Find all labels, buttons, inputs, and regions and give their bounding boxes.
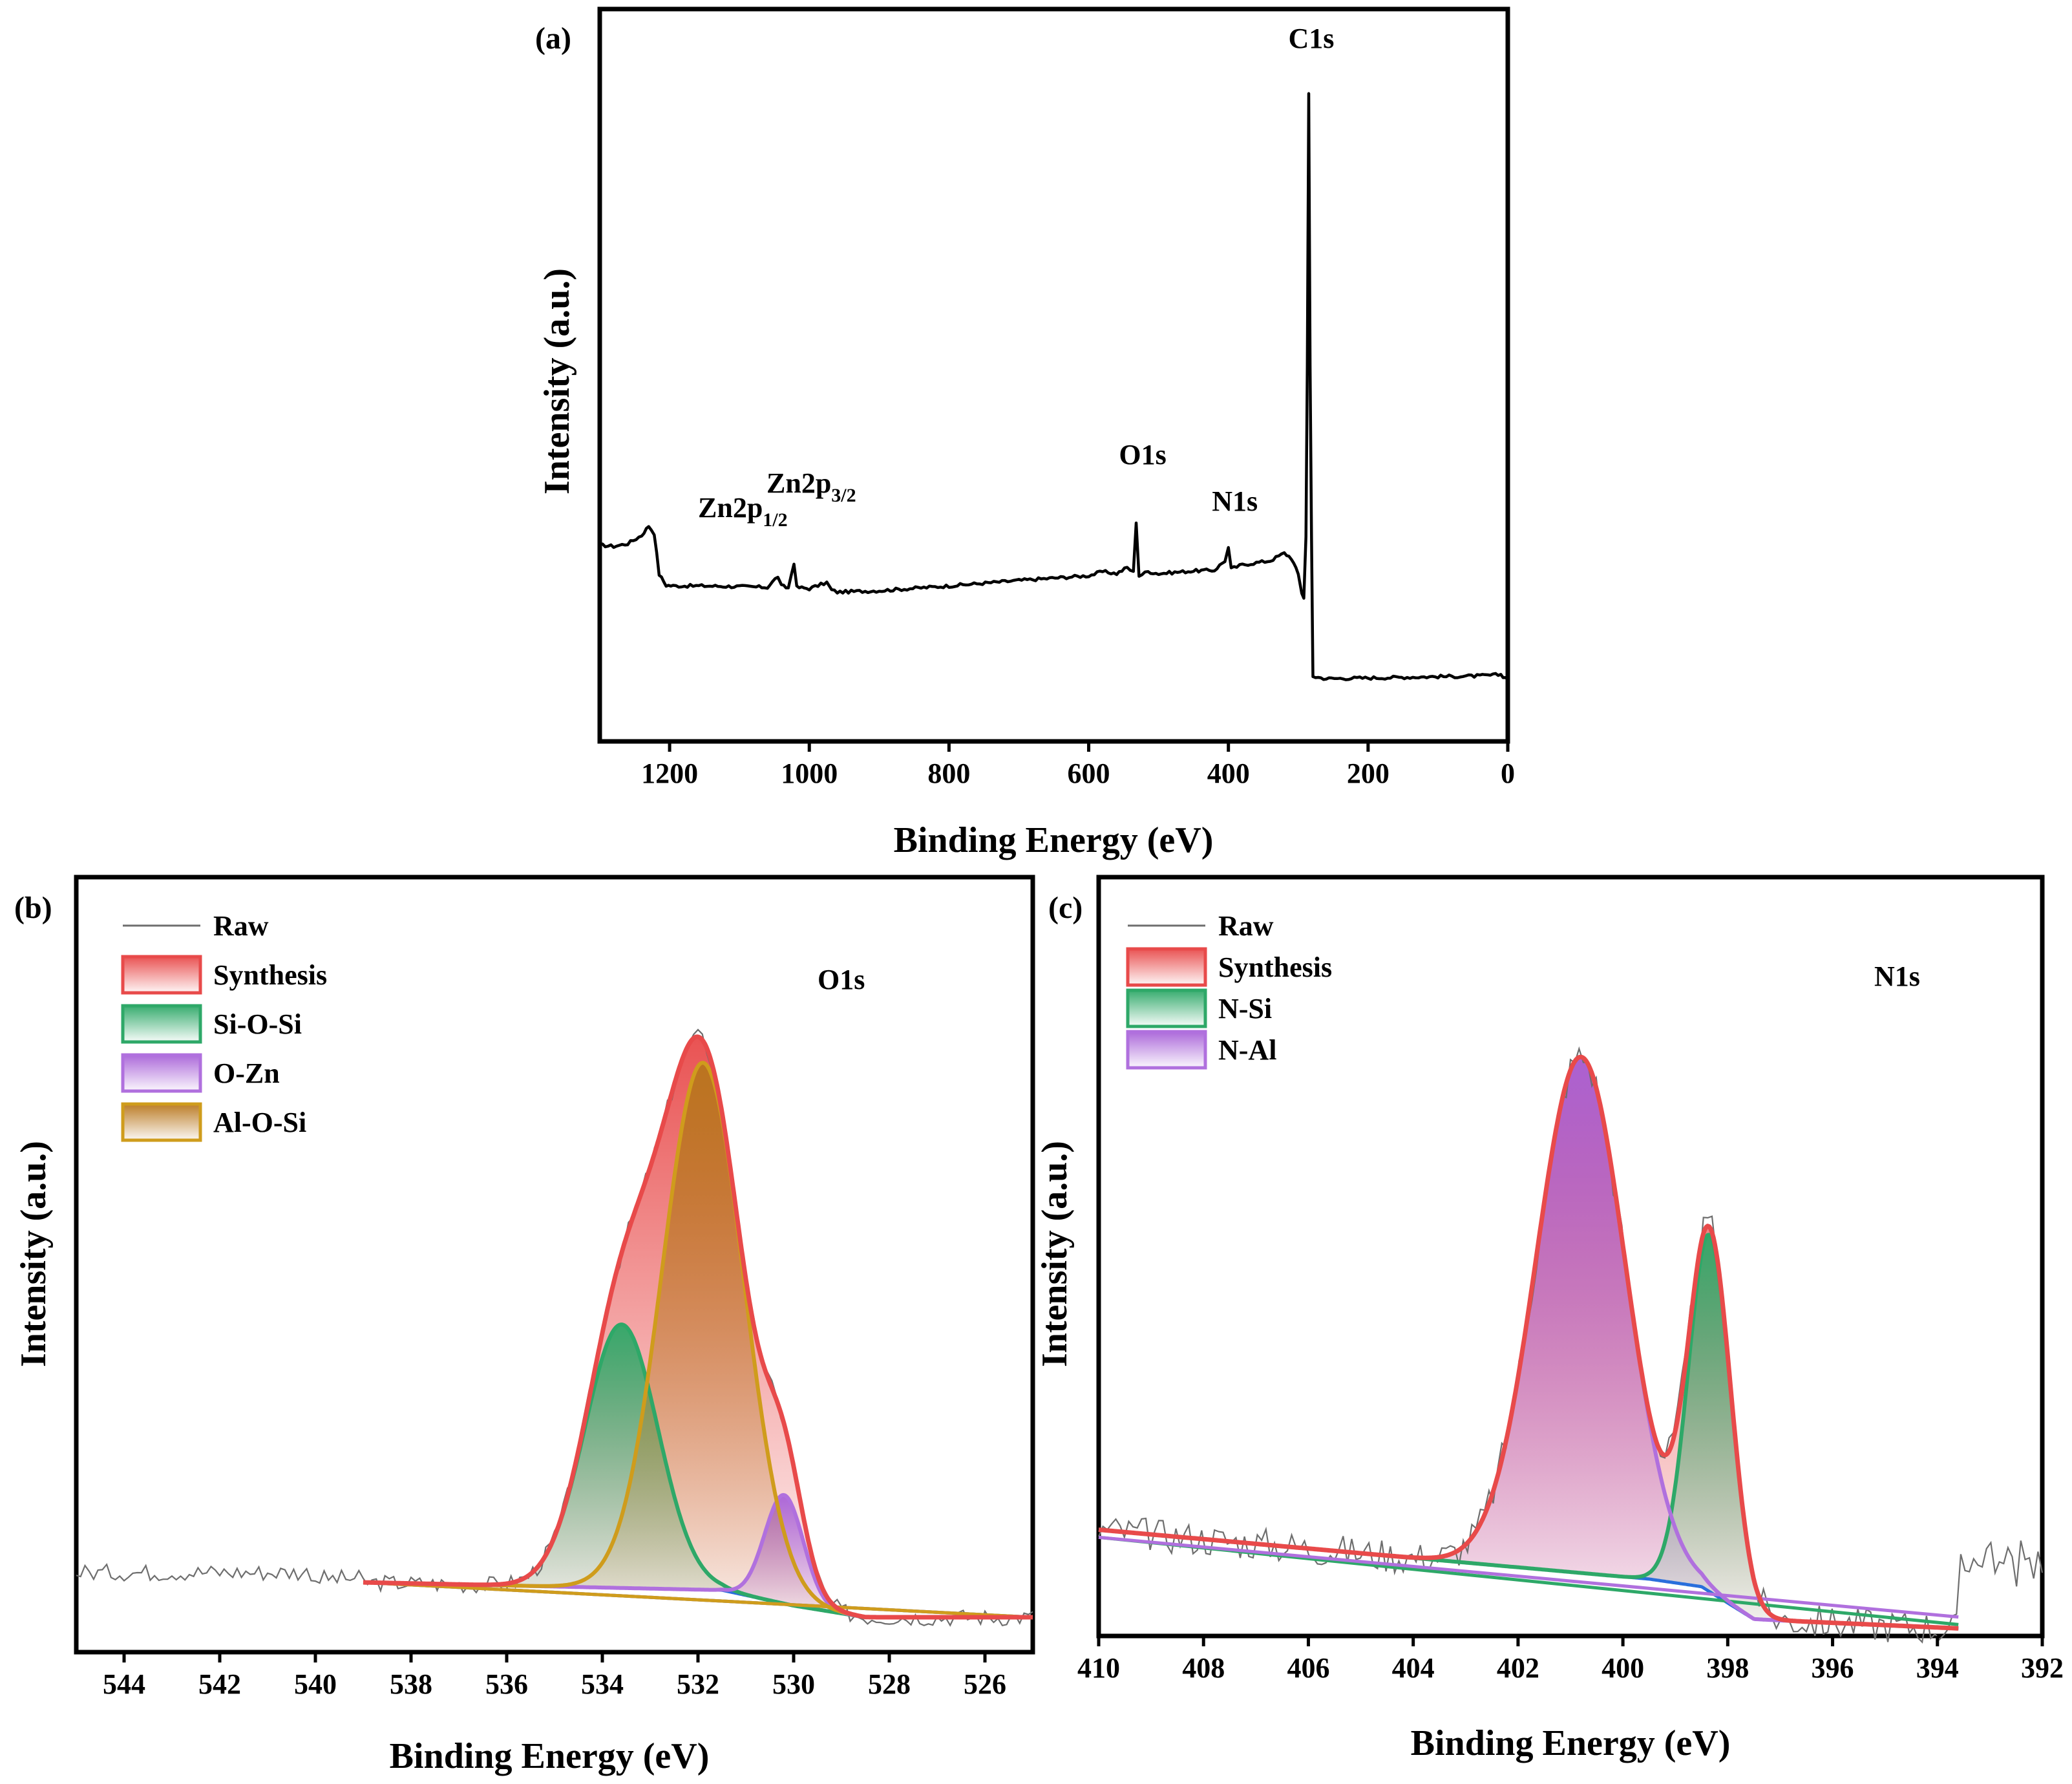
panel-b-x-tick-label: 536	[485, 1668, 528, 1700]
panel-b-x-tick-label: 526	[964, 1668, 1006, 1700]
panel-b-legend-raw-label: Raw	[213, 910, 269, 942]
panel-c-x-tick-label: 410	[1077, 1652, 1120, 1684]
panel-a-label: (a)	[535, 21, 571, 56]
zn2p32-label: Zn2p3/2	[766, 467, 856, 506]
panel-a-survey-line	[599, 92, 1509, 681]
panel-b-frame	[74, 875, 1035, 1655]
panel-c-n-al-baseline	[1098, 1535, 1959, 1619]
panel-b-legend-al-o-si-swatch	[121, 1102, 202, 1142]
panel-c-x-axis-title: Binding Energy (eV)	[1411, 1723, 1731, 1763]
panel-b-legend-synthesis-swatch	[121, 955, 202, 995]
panel-b-series	[76, 1028, 1034, 1627]
panel-b-x-tick-label: 530	[772, 1668, 815, 1700]
panel-c-legend-n-al-swatch	[1126, 1030, 1207, 1070]
panel-a-y-axis-title: Intensity (a.u.)	[537, 268, 577, 494]
panel-c-x-tick-label: 404	[1392, 1652, 1435, 1684]
panel-c-frame	[1096, 875, 2045, 1639]
panel-b-x-axis-title: Binding Energy (eV)	[390, 1736, 710, 1776]
panel-c-series	[1097, 1046, 2044, 1644]
panel-a-x-tick-label: 1000	[781, 758, 838, 789]
c1s-label: C1s	[1289, 23, 1335, 54]
panel-a-x-ticks: 1200 1000 800 600 400 200 0	[641, 741, 1515, 789]
panel-b-legend-o-zn-label: O-Zn	[213, 1057, 280, 1089]
panel-b-x-tick-label: 532	[677, 1668, 719, 1700]
panel-b-x-tick-label: 528	[868, 1668, 911, 1700]
panel-b-al-o-si-fill	[363, 1063, 1033, 1617]
panel-b-y-axis-title: Intensity (a.u.)	[14, 1141, 54, 1367]
panel-c-x-tick-label: 394	[1916, 1652, 1959, 1684]
panel-c-x-tick-label: 392	[2021, 1652, 2064, 1684]
panel-b-al-o-si-baseline	[363, 1580, 1033, 1619]
panel-a-x-axis-title: Binding Energy (eV)	[894, 820, 1214, 860]
panel-c-synthesis-line	[1097, 1054, 1960, 1631]
panel-a-x-tick-label: 600	[1068, 758, 1110, 789]
panel-b-label: (b)	[14, 891, 52, 925]
n1s-label: N1s	[1212, 485, 1258, 517]
panel-b-annotation: O1s	[818, 964, 865, 995]
panel-b-legend-o-zn-swatch	[121, 1053, 202, 1093]
panel-c-annotation: N1s	[1874, 961, 1920, 992]
panel-c-legend-n-al-label: N-Al	[1218, 1034, 1276, 1066]
panel-a-x-tick-label: 800	[927, 758, 970, 789]
panel-b-legend-si-o-si-label: Si-O-Si	[213, 1008, 302, 1040]
panel-c-x-tick-label: 396	[1812, 1652, 1854, 1684]
panel-b-x-tick-label: 544	[103, 1668, 145, 1700]
panel-b-legend-synthesis-label: Synthesis	[213, 959, 327, 991]
panel-b-o1s-spectrum: (b) 544 542 540 538 536 534 532 530 528 526 O1s R…	[14, 875, 1035, 1776]
panel-a-x-tick-label: 0	[1501, 758, 1515, 789]
panel-c-x-tick-label: 408	[1182, 1652, 1225, 1684]
panel-c-legend-n-si-label: N-Si	[1218, 993, 1272, 1025]
panel-b-x-tick-label: 540	[294, 1668, 337, 1700]
panel-a-x-tick-label: 200	[1347, 758, 1390, 789]
o1s-label: O1s	[1119, 439, 1166, 471]
panel-c-y-axis-title: Intensity (a.u.)	[1035, 1141, 1075, 1367]
panel-a-frame	[597, 6, 1510, 744]
panel-b-x-tick-label: 538	[390, 1668, 432, 1700]
panel-a-x-tick-label: 1200	[641, 758, 698, 789]
panel-c-x-tick-label: 406	[1287, 1652, 1329, 1684]
panel-b-x-tick-label: 534	[581, 1668, 624, 1700]
panel-c-label: (c)	[1048, 891, 1083, 925]
panel-c-x-tick-label: 400	[1602, 1652, 1644, 1684]
panel-a-survey-spectrum: (a) 1200 1000 800 600 400 200 0 C1sO1sN1sZn2p1…	[535, 6, 1515, 860]
panel-b-component-fills	[363, 1036, 1033, 1617]
panel-c-legend-raw-label: Raw	[1218, 910, 1274, 942]
panel-b-legend: Raw Synthesis Si-O-Si O-Zn Al-O-Si	[121, 910, 327, 1142]
panel-c-x-tick-label: 398	[1706, 1652, 1749, 1684]
panel-b-x-ticks: 544 542 540 538 536 534 532 530 528 526	[103, 1652, 1006, 1700]
panel-c-legend-n-si-swatch	[1126, 988, 1207, 1028]
panel-c-n-al-fill	[1099, 1057, 1959, 1629]
panel-c-x-ticks: 410 408 406 404 402 400 398 396 394 392	[1077, 1636, 2064, 1684]
panel-c-legend: Raw Synthesis N-Si N-Al	[1126, 910, 1332, 1070]
panel-c-legend-synthesis-label: Synthesis	[1218, 951, 1332, 983]
panel-b-x-tick-label: 542	[198, 1668, 241, 1700]
panel-b-legend-si-o-si-swatch	[121, 1004, 202, 1044]
panel-b-synthesis-line	[362, 1034, 1034, 1620]
panel-c-n1s-spectrum: (c) 410 408 406 404 402 400 398 396 394 392 N1s R…	[1035, 875, 2064, 1763]
panel-c-x-tick-label: 402	[1497, 1652, 1539, 1684]
panel-a-series	[599, 92, 1509, 681]
panel-c-legend-synthesis-swatch	[1126, 947, 1207, 987]
panel-b-legend-al-o-si-label: Al-O-Si	[213, 1107, 306, 1138]
panel-a-x-tick-label: 400	[1207, 758, 1250, 789]
